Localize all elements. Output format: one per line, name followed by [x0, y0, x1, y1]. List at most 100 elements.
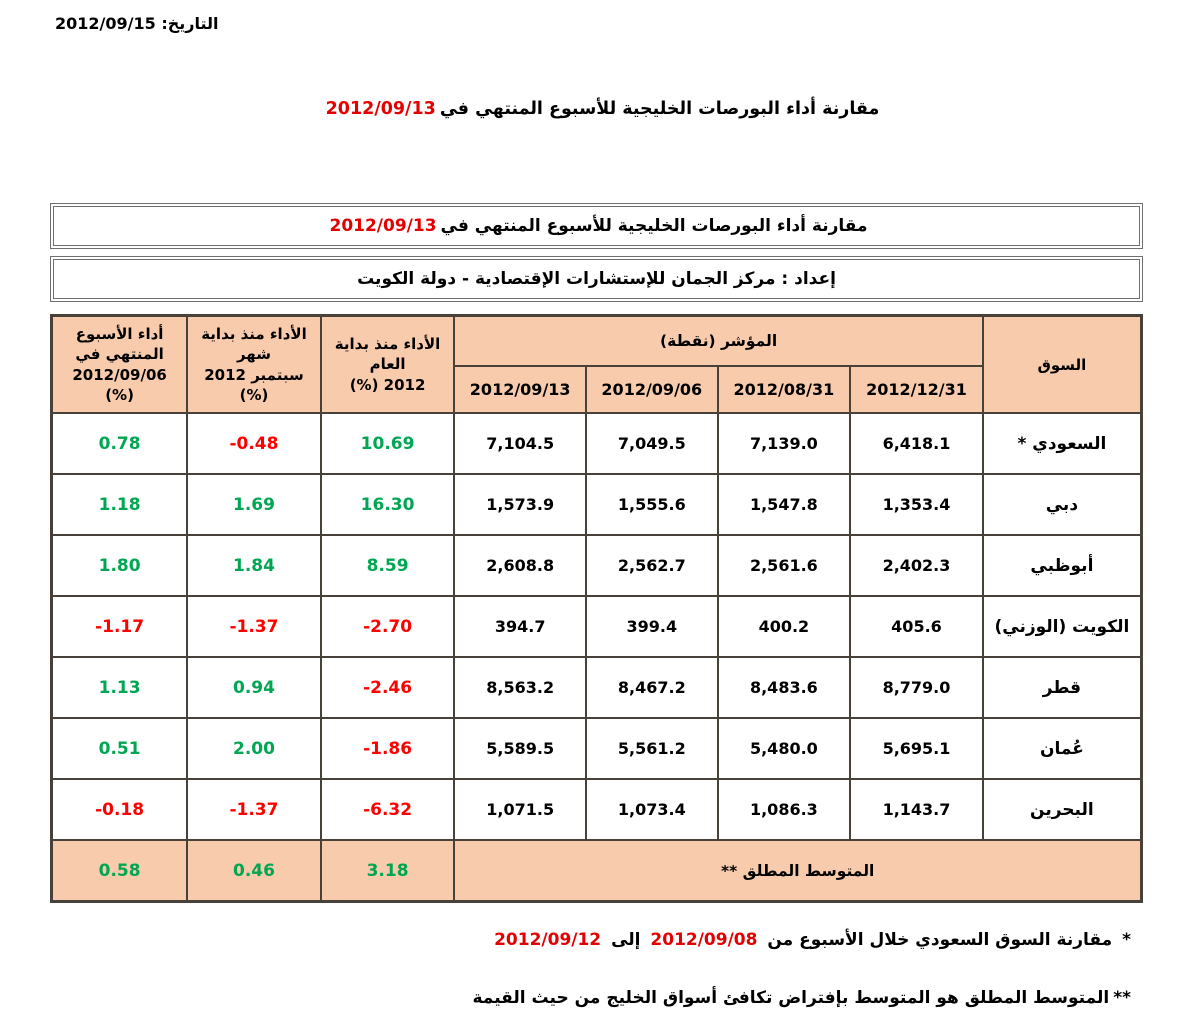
- perf-mtd-cell: 1.69: [186, 473, 322, 536]
- market-cell: عُمان: [981, 717, 1143, 780]
- footnote-date-from: 2012/09/08: [650, 930, 758, 950]
- index-cell: 1,071.5: [453, 778, 587, 841]
- perf-week-cell: -1.17: [50, 595, 189, 658]
- index-cell: 5,480.0: [716, 717, 852, 780]
- perf-week-cell: -0.18: [50, 778, 189, 841]
- index-cell: 8,779.0: [849, 656, 984, 719]
- index-cell: 7,104.5: [453, 412, 587, 475]
- perf-mtd-cell: 0.94: [186, 656, 322, 719]
- table-title-box: مقارنة أداء البورصات الخليجية للأسبوع ال…: [50, 203, 1143, 249]
- page-title: مقارنة أداء البورصات الخليجية للأسبوع ال…: [0, 99, 1201, 119]
- header-market: السوق: [981, 314, 1143, 414]
- market-cell: دبي: [981, 473, 1143, 536]
- date-label: التاريخ:: [161, 14, 219, 33]
- page-title-text: مقارنة أداء البورصات الخليجية للأسبوع ال…: [439, 99, 880, 119]
- gulf-markets-table: السوق المؤشر (نقطة) الأداء منذ بداية الع…: [50, 314, 1143, 903]
- market-cell: الكويت (الوزني): [981, 595, 1143, 658]
- perf-ytd-cell: 16.30: [319, 473, 456, 536]
- index-cell: 1,143.7: [849, 778, 984, 841]
- header-date-aug31: 2012/08/31: [716, 365, 852, 414]
- market-cell: السعودي *: [981, 412, 1143, 475]
- report-page: { "colors": { "positive": "#00A651", "ne…: [0, 14, 1201, 1034]
- footnote-absolute-average: **المتوسط المطلق هو المتوسط بإفتراض تكاف…: [70, 987, 1133, 1009]
- footnote-date-to: 2012/09/12: [494, 930, 602, 950]
- index-cell: 7,049.5: [585, 412, 719, 475]
- header-perf-week: أداء الأسبوع المنتهي في 2012/09/06 (%): [50, 314, 189, 414]
- table-row-abudhabi: أبوظبي 2,402.3 2,561.6 2,562.7 2,608.8 8…: [50, 534, 1143, 597]
- index-cell: 1,555.6: [585, 473, 719, 536]
- perf-mtd-cell: -1.37: [186, 778, 322, 841]
- market-cell: قطر: [981, 656, 1143, 719]
- index-cell: 399.4: [585, 595, 719, 658]
- index-cell: 394.7: [453, 595, 587, 658]
- table-title-text: مقارنة أداء البورصات الخليجية للأسبوع ال…: [440, 216, 868, 236]
- footnote-saudi-week: * مقارنة السوق السعودي خلال الأسبوع من 2…: [70, 929, 1133, 951]
- header-date-sep06: 2012/09/06: [585, 365, 719, 414]
- market-cell: أبوظبي: [981, 534, 1143, 597]
- perf-ytd-cell: 10.69: [319, 412, 456, 475]
- perf-week-cell: 0.78: [50, 412, 189, 475]
- index-cell: 405.6: [849, 595, 984, 658]
- perf-ytd-cell: -2.70: [319, 595, 456, 658]
- index-cell: 8,563.2: [453, 656, 587, 719]
- header-index-group: المؤشر (نقطة): [453, 314, 984, 367]
- table-row-saudi: السعودي * 6,418.1 7,139.0 7,049.5 7,104.…: [50, 412, 1143, 475]
- index-cell: 2,561.6: [716, 534, 852, 597]
- table-row-bahrain: البحرين 1,143.7 1,086.3 1,073.4 1,071.5 …: [50, 778, 1143, 841]
- index-cell: 1,353.4: [849, 473, 984, 536]
- date-line: التاريخ: 2012/09/15: [0, 14, 1201, 33]
- perf-ytd-cell: -1.86: [319, 717, 456, 780]
- table-subtitle-box: إعداد : مركز الجمان للإستشارات الإقتصادي…: [50, 256, 1143, 302]
- index-cell: 5,589.5: [453, 717, 587, 780]
- perf-mtd-cell: -0.48: [186, 412, 322, 475]
- perf-mtd-cell: 1.84: [186, 534, 322, 597]
- date-value: 2012/09/15: [55, 14, 156, 33]
- table-subtitle-text: إعداد : مركز الجمان للإستشارات الإقتصادي…: [357, 269, 836, 289]
- table-row-absolute-average: المتوسط المطلق ** 3.18 0.46 0.58: [50, 839, 1143, 903]
- header-perf-mtd: الأداء منذ بداية شهر سبتمبر 2012 (%): [186, 314, 322, 414]
- index-cell: 8,483.6: [716, 656, 852, 719]
- index-cell: 2,608.8: [453, 534, 587, 597]
- footnote-text: المتوسط المطلق هو المتوسط بإفتراض تكافئ …: [472, 988, 1110, 1009]
- perf-week-cell: 1.18: [50, 473, 189, 536]
- index-cell: 5,561.2: [585, 717, 719, 780]
- index-cell: 1,086.3: [716, 778, 852, 841]
- perf-ytd-cell: 3.18: [319, 839, 456, 903]
- header-row-dates: 2012/12/31 2012/08/31 2012/09/06 2012/09…: [52, 365, 1142, 414]
- perf-week-cell: 0.58: [50, 839, 189, 903]
- perf-mtd-cell: 2.00: [186, 717, 322, 780]
- index-cell: 2,562.7: [585, 534, 719, 597]
- index-cell: 1,573.9: [453, 473, 587, 536]
- footnote-separator: إلى: [611, 930, 641, 950]
- perf-week-cell: 1.80: [50, 534, 189, 597]
- perf-mtd-cell: 0.46: [186, 839, 322, 903]
- perf-week-cell: 0.51: [50, 717, 189, 780]
- header-date-dec31: 2012/12/31: [849, 365, 984, 414]
- header-date-sep13: 2012/09/13: [453, 365, 587, 414]
- index-cell: 1,547.8: [716, 473, 852, 536]
- index-cell: 8,467.2: [585, 656, 719, 719]
- table-row-dubai: دبي 1,353.4 1,547.8 1,555.6 1,573.9 16.3…: [50, 473, 1143, 536]
- market-cell: البحرين: [981, 778, 1143, 841]
- perf-ytd-cell: 8.59: [319, 534, 456, 597]
- perf-week-cell: 1.13: [50, 656, 189, 719]
- perf-mtd-cell: -1.37: [186, 595, 322, 658]
- index-cell: 1,073.4: [585, 778, 719, 841]
- perf-ytd-cell: -6.32: [319, 778, 456, 841]
- report-content: مقارنة أداء البورصات الخليجية للأسبوع ال…: [50, 203, 1143, 1009]
- header-row-groups: السوق المؤشر (نقطة) الأداء منذ بداية الع…: [50, 314, 1143, 414]
- index-cell: 7,139.0: [716, 412, 852, 475]
- table-row-kuwait: الكويت (الوزني) 405.6 400.2 399.4 394.7 …: [50, 595, 1143, 658]
- footnote-mark: *: [1122, 930, 1131, 950]
- perf-ytd-cell: -2.46: [319, 656, 456, 719]
- absolute-average-label: المتوسط المطلق **: [453, 839, 1143, 903]
- index-cell: 5,695.1: [849, 717, 984, 780]
- table-row-oman: عُمان 5,695.1 5,480.0 5,561.2 5,589.5 -1…: [50, 717, 1143, 780]
- footnotes: * مقارنة السوق السعودي خلال الأسبوع من 2…: [50, 929, 1143, 1009]
- table-title-date: 2012/09/13: [329, 216, 437, 236]
- index-cell: 2,402.3: [849, 534, 984, 597]
- table-body: السعودي * 6,418.1 7,139.0 7,049.5 7,104.…: [50, 412, 1143, 903]
- table-row-qatar: قطر 8,779.0 8,483.6 8,467.2 8,563.2 -2.4…: [50, 656, 1143, 719]
- footnote-mark: **: [1113, 988, 1131, 1009]
- index-cell: 6,418.1: [849, 412, 984, 475]
